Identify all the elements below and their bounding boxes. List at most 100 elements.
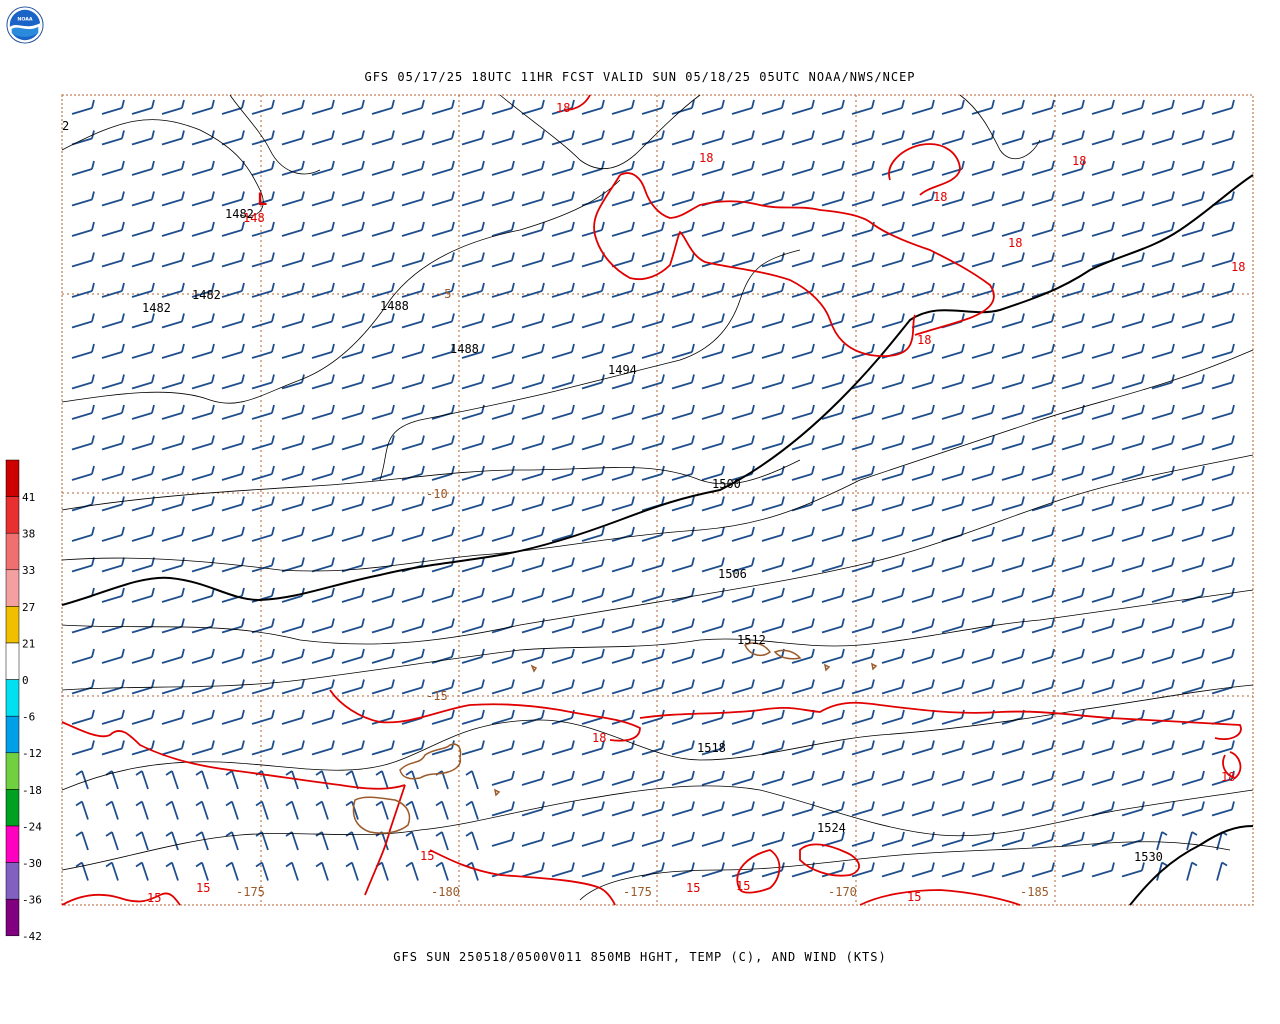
wind-barb: [821, 679, 845, 695]
wind-barb: [1211, 618, 1235, 634]
wind-barb: [431, 679, 455, 695]
wind-barb: [971, 313, 995, 329]
wind-barb: [761, 587, 785, 603]
height-label: 1482: [225, 207, 254, 221]
wind-barb: [461, 587, 485, 603]
wind-barb: [791, 404, 815, 420]
wind-barb: [1121, 801, 1145, 817]
wind-barb: [101, 313, 125, 329]
wind-barb: [285, 770, 299, 790]
wind-barb: [191, 709, 215, 725]
wind-barb: [371, 679, 395, 695]
wind-barb: [521, 435, 545, 451]
wind-barb: [401, 435, 425, 451]
wind-barb: [1001, 648, 1025, 664]
wind-barb: [881, 191, 905, 207]
wind-barb: [521, 160, 545, 176]
wind-barb: [581, 648, 605, 664]
wind-barb: [791, 801, 815, 817]
island-small-b: [773, 649, 802, 660]
wind-barb: [671, 709, 695, 725]
wind-barb: [311, 252, 335, 268]
wind-barb: [1211, 679, 1235, 695]
low-pressure-value: 148: [243, 211, 265, 225]
wind-barb: [971, 465, 995, 481]
wind-barb: [315, 861, 329, 881]
wind-barb: [1061, 801, 1085, 817]
wind-barb: [431, 313, 455, 329]
wind-barb: [195, 861, 209, 881]
wind-barb: [731, 374, 755, 390]
wind-barb: [491, 526, 515, 542]
wind-barb: [461, 160, 485, 176]
wind-barb: [1121, 221, 1145, 237]
wind-barb: [1031, 99, 1055, 115]
wind-barb: [881, 618, 905, 634]
wind-barb: [581, 282, 605, 298]
wind-barb: [611, 465, 635, 481]
wind-barb: [341, 191, 365, 207]
wind-barb: [671, 801, 695, 817]
wind-barb: [881, 496, 905, 512]
wind-barb: [401, 221, 425, 237]
wind-barb: [881, 130, 905, 146]
wind-barb: [1181, 130, 1205, 146]
wind-barb: [131, 221, 155, 237]
wind-barb: [641, 343, 665, 359]
wind-barb: [71, 343, 95, 359]
wind-barb: [341, 404, 365, 420]
wind-barb: [701, 221, 725, 237]
wind-barb: [701, 862, 725, 878]
wind-barb: [1181, 404, 1205, 420]
wind-barb: [1121, 709, 1145, 725]
wind-barb: [1121, 435, 1145, 451]
wind-barb: [671, 740, 695, 756]
wind-barb: [75, 831, 89, 851]
wind-barb: [521, 130, 545, 146]
island-dot-4: [493, 788, 501, 797]
wind-barb: [105, 861, 119, 881]
wind-barb: [461, 252, 485, 268]
wind-barb: [1091, 740, 1115, 756]
wind-barb: [311, 282, 335, 298]
wind-barb: [1181, 435, 1205, 451]
wind-barb: [641, 587, 665, 603]
wind-barb: [821, 557, 845, 573]
wind-barb: [401, 404, 425, 420]
wind-barb: [821, 130, 845, 146]
wind-barb: [851, 862, 875, 878]
wind-barb: [101, 160, 125, 176]
wind-barb: [285, 831, 299, 851]
wind-barb: [731, 160, 755, 176]
wind-barb: [431, 496, 455, 512]
wind-barb: [911, 404, 935, 420]
wind-barb: [611, 679, 635, 695]
wind-barb: [881, 252, 905, 268]
wind-barb: [641, 770, 665, 786]
wind-barb: [1181, 740, 1205, 756]
wind-barb: [881, 587, 905, 603]
wind-barb: [1121, 587, 1145, 603]
color-scale-label: -6: [22, 711, 35, 724]
wind-barb: [611, 99, 635, 115]
wind-barb: [731, 404, 755, 420]
temp-label: 15: [147, 891, 161, 905]
wind-barb: [371, 282, 395, 298]
wind-barb: [1211, 587, 1235, 603]
wind-barb: [1211, 374, 1235, 390]
wind-barb: [1216, 861, 1228, 881]
wind-barb: [1031, 160, 1055, 176]
wind-barb: [341, 282, 365, 298]
wind-barb: [131, 404, 155, 420]
wind-barb: [371, 526, 395, 542]
wind-barb: [191, 313, 215, 329]
wind-barb: [1001, 191, 1025, 207]
wind-barb: [311, 160, 335, 176]
wind-barb: [1001, 404, 1025, 420]
height-contour-1524: [61, 785, 1254, 871]
wind-barb: [851, 740, 875, 756]
wind-barb: [641, 862, 665, 878]
color-scale-segment: [5, 825, 20, 863]
wind-barb: [1091, 435, 1115, 451]
wind-barb: [611, 496, 635, 512]
